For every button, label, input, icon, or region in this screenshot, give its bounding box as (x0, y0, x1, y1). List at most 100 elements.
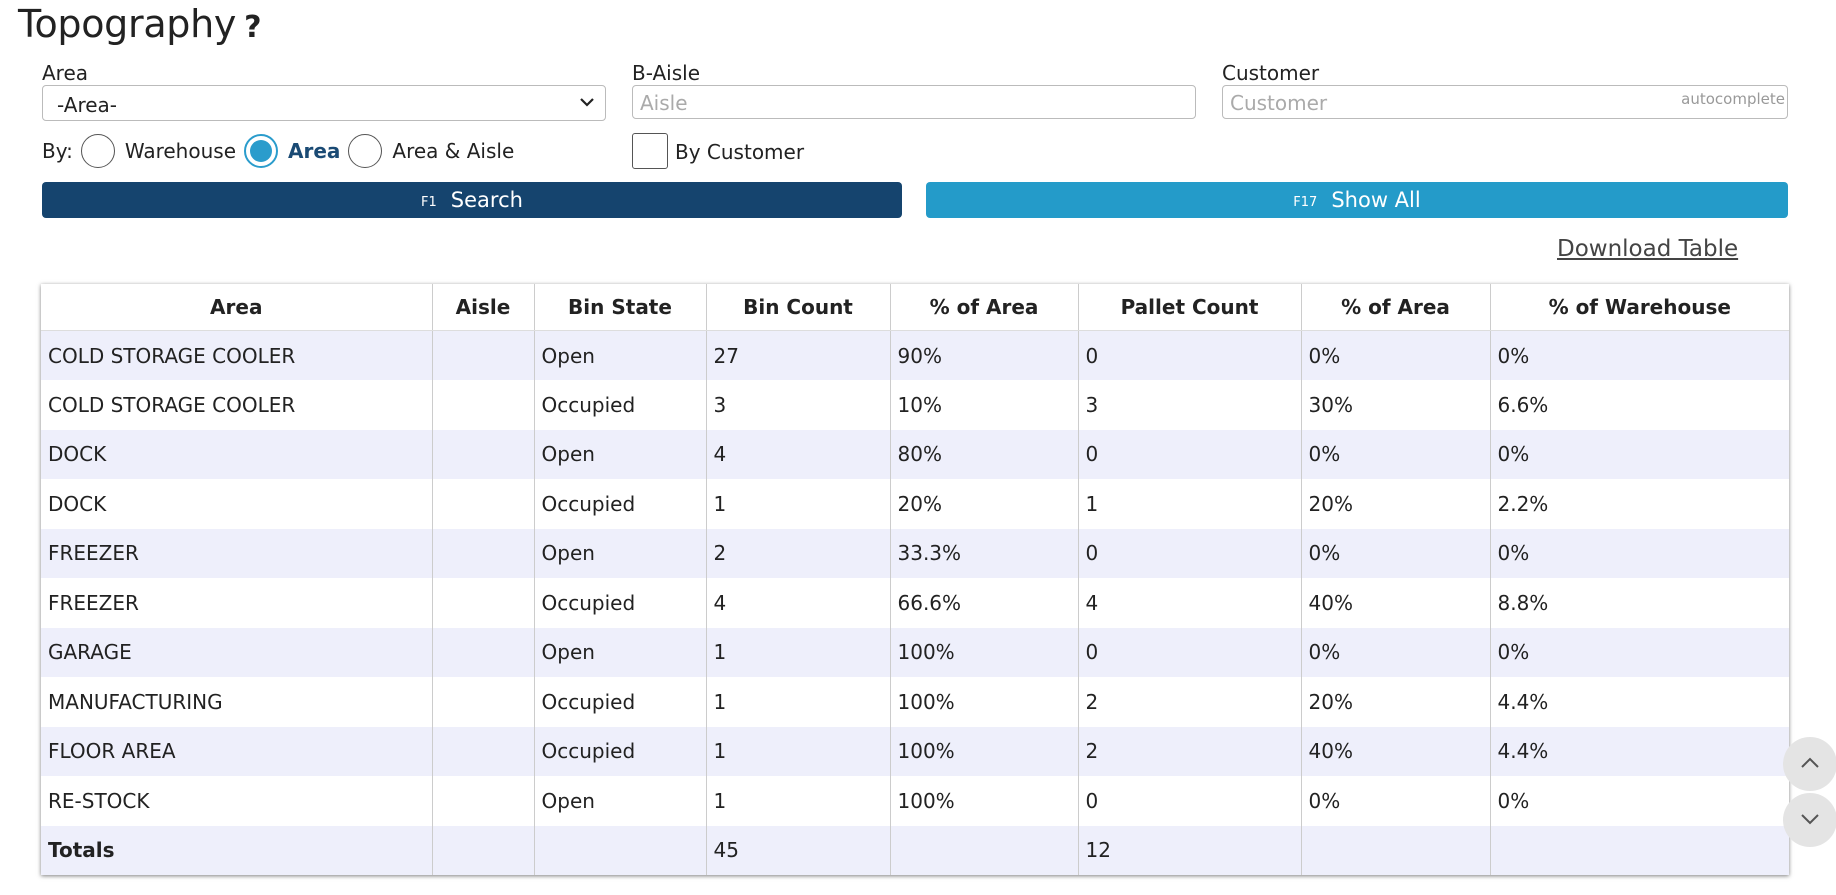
cell-pct-area-pallet: 40% (1301, 726, 1491, 776)
cell-bin-state: Occupied (534, 726, 707, 776)
col-header-area[interactable]: Area (41, 284, 433, 331)
show-all-key-hint: F17 (1293, 194, 1318, 210)
cell-pct-warehouse: 6.6% (1490, 380, 1789, 430)
cell-aisle (432, 677, 535, 727)
table-row[interactable]: FREEZER Open 2 33.3% 0 0% 0% (41, 528, 1789, 578)
by-customer-label[interactable]: By Customer (675, 140, 805, 164)
cell-pct-warehouse: 4.4% (1490, 726, 1789, 776)
table-row[interactable]: FREEZER Occupied 4 66.6% 4 40% 8.8% (41, 578, 1789, 628)
cell-area: MANUFACTURING (41, 677, 433, 727)
cell-bin-count: 4 (706, 578, 891, 628)
radio-selected-dot (250, 140, 272, 162)
aisle-input[interactable]: Aisle (632, 85, 1196, 119)
cell-aisle (432, 479, 535, 529)
table-row[interactable]: FLOOR AREA Occupied 1 100% 2 40% 4.4% (41, 726, 1789, 776)
cell-bin-count: 1 (706, 479, 891, 529)
radio-warehouse[interactable] (80, 134, 115, 168)
col-header-bin-count[interactable]: Bin Count (706, 284, 891, 331)
cell-pct-warehouse: 8.8% (1490, 578, 1789, 628)
table-row[interactable]: COLD STORAGE COOLER Occupied 3 10% 3 30% 6.6% (41, 380, 1789, 430)
totals-label: Totals (41, 825, 433, 875)
by-label: By: (42, 139, 73, 163)
cell-pallet-count: 0 (1078, 627, 1302, 677)
search-key-hint: F1 (421, 194, 437, 210)
table-row[interactable]: MANUFACTURING Occupied 1 100% 2 20% 4.4% (41, 677, 1789, 727)
cell-pct-warehouse: 0% (1490, 528, 1789, 578)
table-row[interactable]: COLD STORAGE COOLER Open 27 90% 0 0% 0% (41, 330, 1789, 380)
scroll-down-button[interactable] (1783, 793, 1836, 847)
table-row[interactable]: RE-STOCK Open 1 100% 0 0% 0% (41, 776, 1789, 826)
cell-pallet-count: 0 (1078, 776, 1302, 826)
show-all-button-label: Show All (1331, 188, 1421, 212)
customer-placeholder: Customer (1230, 91, 1328, 115)
col-header-pct-warehouse[interactable]: % of Warehouse (1490, 284, 1789, 331)
cell-aisle (432, 429, 535, 479)
cell-bin-state: Occupied (534, 479, 707, 529)
cell-bin-state: Occupied (534, 677, 707, 727)
by-radio-group: By: Warehouse Area Area & Aisle (42, 133, 522, 169)
cell-bin-count: 27 (706, 330, 891, 380)
radio-area-aisle[interactable] (348, 134, 383, 168)
cell-aisle (432, 528, 535, 578)
cell-bin-count: 4 (706, 429, 891, 479)
totals-cell-pallet-count: 12 (1078, 825, 1302, 875)
topography-table: Area Aisle Bin State Bin Count % of Area… (41, 284, 1789, 875)
by-customer-checkbox[interactable] (632, 133, 668, 169)
cell-pct-warehouse: 0% (1490, 330, 1789, 380)
cell-bin-count: 3 (706, 380, 891, 430)
search-button[interactable]: F1 Search (42, 182, 902, 218)
col-header-pct-area-pallet[interactable]: % of Area (1301, 284, 1491, 331)
cell-pct-warehouse: 0% (1490, 776, 1789, 826)
cell-pct-area: 100% (890, 776, 1079, 826)
radio-area[interactable] (244, 134, 278, 168)
cell-pct-area-pallet: 30% (1301, 380, 1491, 430)
cell-bin-state: Open (534, 776, 707, 826)
cell-pct-area: 10% (890, 380, 1079, 430)
area-label: Area (42, 61, 89, 85)
radio-area-label[interactable]: Area (288, 139, 341, 163)
chevron-down-icon (1799, 811, 1821, 830)
cell-pct-warehouse: 0% (1490, 429, 1789, 479)
cell-pct-area: 100% (890, 627, 1079, 677)
cell-bin-count: 1 (706, 776, 891, 826)
cell-pct-area: 20% (890, 479, 1079, 529)
cell-bin-state: Occupied (534, 578, 707, 628)
cell-aisle (432, 380, 535, 430)
cell-pallet-count: 0 (1078, 429, 1302, 479)
cell-pallet-count: 0 (1078, 330, 1302, 380)
show-all-button[interactable]: F17 Show All (926, 182, 1788, 218)
customer-label: Customer (1222, 61, 1320, 85)
cell-aisle (432, 726, 535, 776)
table-row[interactable]: DOCK Occupied 1 20% 1 20% 2.2% (41, 479, 1789, 529)
download-table-link[interactable]: Download Table (1557, 236, 1739, 262)
cell-pallet-count: 4 (1078, 578, 1302, 628)
page-title: Topography? (18, 2, 262, 46)
help-icon[interactable]: ? (244, 10, 262, 45)
cell-pct-warehouse: 4.4% (1490, 677, 1789, 727)
col-header-pallet-count[interactable]: Pallet Count (1078, 284, 1302, 331)
scroll-up-button[interactable] (1783, 737, 1836, 791)
totals-cell-pct-area (890, 825, 1079, 875)
cell-area: DOCK (41, 429, 433, 479)
cell-pct-area-pallet: 0% (1301, 776, 1491, 826)
table-totals-row: Totals 45 12 (41, 825, 1789, 875)
page-title-text: Topography (18, 2, 237, 46)
cell-pct-area-pallet: 40% (1301, 578, 1491, 628)
cell-pallet-count: 3 (1078, 380, 1302, 430)
aisle-placeholder: Aisle (640, 91, 688, 115)
cell-bin-count: 1 (706, 627, 891, 677)
customer-input[interactable]: Customer autocomplete (1222, 85, 1788, 119)
col-header-pct-area[interactable]: % of Area (890, 284, 1079, 331)
table-row[interactable]: DOCK Open 4 80% 0 0% 0% (41, 429, 1789, 479)
area-select[interactable]: -Area- (42, 85, 606, 121)
radio-area-aisle-label[interactable]: Area & Aisle (392, 139, 515, 163)
col-header-aisle[interactable]: Aisle (432, 284, 535, 331)
col-header-bin-state[interactable]: Bin State (534, 284, 707, 331)
cell-area: DOCK (41, 479, 433, 529)
table-row[interactable]: GARAGE Open 1 100% 0 0% 0% (41, 627, 1789, 677)
cell-bin-state: Occupied (534, 380, 707, 430)
cell-area: FREEZER (41, 578, 433, 628)
cell-pct-area: 90% (890, 330, 1079, 380)
radio-warehouse-label[interactable]: Warehouse (124, 139, 236, 163)
search-button-label: Search (450, 188, 523, 212)
